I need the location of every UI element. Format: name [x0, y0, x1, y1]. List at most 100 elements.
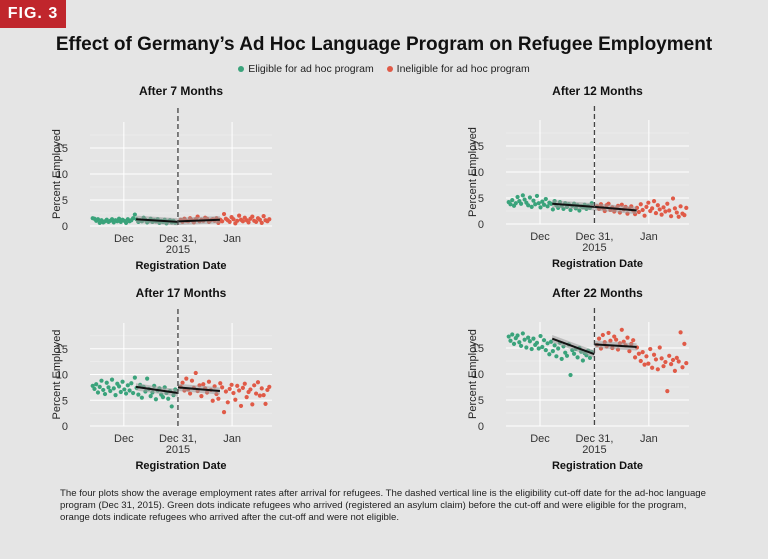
eligible-point — [547, 352, 552, 357]
ineligible-point — [663, 359, 668, 365]
eligible-point — [529, 346, 534, 352]
ineligible-point — [674, 210, 679, 215]
eligible-point — [515, 333, 520, 338]
eligible-point — [127, 388, 132, 393]
ineligible-point — [184, 376, 189, 381]
eligible-point — [122, 387, 127, 392]
eligible-point — [111, 386, 116, 391]
y-axis-label: Percent Employed — [51, 129, 63, 219]
eligible-point — [508, 202, 513, 207]
eligible-point — [90, 383, 95, 388]
ineligible-point — [606, 330, 611, 336]
ineligible-point — [238, 403, 244, 409]
ineligible-point — [661, 205, 666, 210]
eligible-point — [97, 384, 102, 389]
eligible-point — [95, 217, 101, 222]
eligible-point — [527, 339, 533, 344]
ineligible-point — [218, 381, 223, 386]
ineligible-point — [612, 334, 617, 339]
ineligible-point — [237, 213, 242, 218]
panel-title: After 17 Months — [136, 286, 227, 300]
ineligible-point — [267, 217, 272, 222]
x-tick-label: Jan — [223, 233, 241, 245]
eligible-point — [536, 201, 541, 206]
figure-badge: FIG. 3 — [0, 0, 66, 28]
ineligible-point — [242, 381, 247, 386]
ineligible-point — [252, 383, 257, 388]
eligible-point — [529, 204, 534, 209]
eligible-point — [506, 334, 511, 339]
eligible-point — [541, 338, 547, 343]
ineligible-point — [220, 385, 225, 390]
eligible-point — [508, 338, 513, 343]
ineligible-point — [187, 391, 193, 396]
ineligible-point — [225, 400, 230, 405]
eligible-point — [116, 216, 122, 221]
eligible-point — [520, 193, 525, 198]
ineligible-point — [680, 365, 685, 370]
eligible-point — [132, 212, 137, 217]
ineligible-point — [216, 396, 221, 401]
ineligible-point — [631, 338, 636, 343]
eligible-point — [108, 388, 113, 394]
eligible-point — [510, 332, 515, 337]
eligible-point — [169, 404, 174, 409]
ineligible-point — [646, 200, 651, 205]
ineligible-point — [684, 205, 689, 210]
ineligible-point — [632, 355, 638, 360]
ineligible-point — [244, 395, 249, 400]
ineligible-point — [655, 203, 660, 208]
ineligible-point — [676, 359, 681, 364]
eligible-point — [568, 207, 573, 213]
ineligible-point — [657, 207, 662, 212]
ineligible-point — [678, 204, 683, 209]
ineligible-point — [229, 382, 234, 387]
eligible-point — [534, 193, 540, 199]
eligible-point — [130, 390, 136, 396]
ineligible-point — [636, 209, 641, 215]
ineligible-point — [650, 365, 655, 370]
y-tick-label: 10 — [56, 169, 68, 181]
y-tick-label: 15 — [56, 344, 68, 356]
eligible-point — [116, 384, 122, 389]
ineligible-point — [672, 368, 678, 373]
ineligible-point — [663, 209, 668, 214]
eligible-point — [160, 395, 166, 400]
eligible-point — [104, 380, 109, 385]
eligible-point — [148, 394, 153, 399]
ineligible-point — [600, 332, 605, 338]
eligible-point — [571, 351, 577, 356]
eligible-point — [132, 375, 137, 380]
ineligible-point — [257, 217, 262, 222]
legend-item-ineligible: Ineligible for ad hoc program — [386, 63, 530, 75]
ineligible-point — [653, 357, 659, 362]
eligible-point — [580, 358, 585, 363]
ineligible-point — [650, 206, 655, 211]
eligible-point — [511, 341, 517, 346]
legend: Eligible for ad hoc program Ineligible f… — [0, 63, 768, 75]
eligible-point — [549, 339, 554, 344]
eligible-point — [522, 337, 527, 342]
ineligible-point — [201, 382, 206, 387]
fit-line-eligible — [551, 337, 595, 356]
chart-panel-4: After 22 Months 0 5 10 15 Dec Dec 31,2015 Jan Re… — [467, 286, 689, 472]
y-tick-label: 10 — [472, 167, 484, 179]
eligible-point — [540, 344, 545, 350]
legend-ineligible-label: Ineligible for ad hoc program — [396, 63, 530, 75]
ineligible-point — [659, 212, 664, 217]
eligible-point — [101, 387, 106, 393]
ineligible-point — [193, 370, 198, 376]
ineligible-point — [625, 335, 630, 340]
eligible-point — [520, 331, 525, 336]
ineligible-point — [667, 353, 672, 358]
y-tick-label: 5 — [62, 195, 68, 207]
figure-caption: The four plots show the average employme… — [60, 488, 706, 523]
ineligible-point — [665, 389, 670, 394]
fit-line-ineligible — [177, 386, 220, 392]
ineligible-point — [206, 379, 212, 384]
ineligible-point — [240, 385, 245, 390]
ineligible-point — [640, 350, 645, 355]
eligible-point — [522, 197, 527, 202]
ineligible-point — [678, 330, 683, 335]
eligible-point — [575, 355, 580, 360]
